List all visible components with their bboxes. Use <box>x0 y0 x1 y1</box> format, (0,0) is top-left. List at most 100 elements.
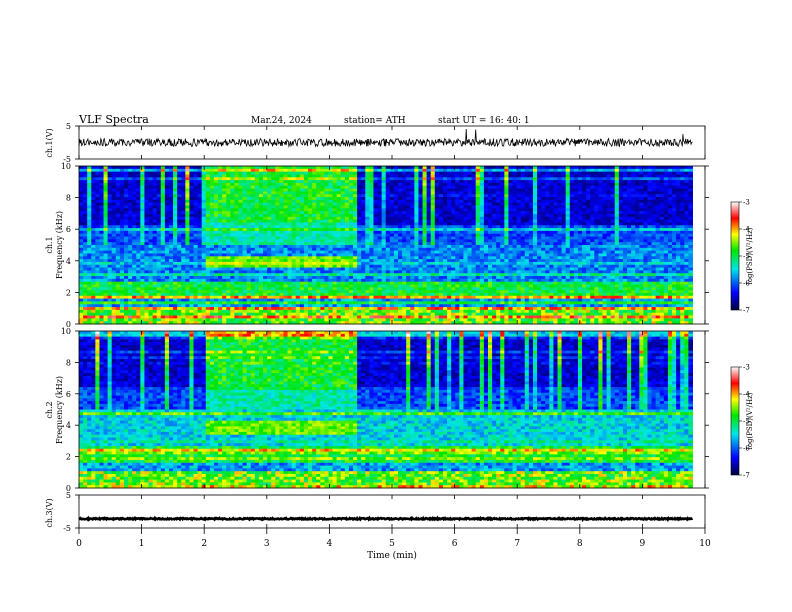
spec1-cell <box>344 253 350 257</box>
spec1-cell <box>430 199 436 204</box>
spec1-cell <box>168 301 174 305</box>
spec1-cell <box>79 290 84 294</box>
spec1-cell <box>209 233 215 238</box>
spec1-cell <box>283 292 289 297</box>
spec1-cell <box>291 230 297 235</box>
spec1-cell <box>303 168 309 173</box>
spec1-cell <box>136 307 141 311</box>
spec1-cell <box>312 188 317 192</box>
spec1-cell <box>275 242 280 246</box>
spec1-cell <box>189 177 195 181</box>
spec1-cell <box>418 321 424 325</box>
spec1-cell <box>201 253 207 257</box>
spec1-cell <box>209 174 215 178</box>
spec1-cell <box>177 281 182 285</box>
spec1-cell <box>275 261 280 266</box>
spec1-cell <box>438 307 444 311</box>
spec1-cell <box>103 250 109 254</box>
spec1-cell <box>254 245 260 249</box>
spec1-cell <box>287 168 293 173</box>
spec1-cell <box>164 315 170 319</box>
spec1-cell <box>377 256 383 260</box>
spec1-cell <box>83 197 88 201</box>
spec1-cell <box>344 239 350 243</box>
spec1-cell <box>205 166 211 170</box>
spec1-cell <box>308 225 313 229</box>
spec1-cell <box>283 270 289 274</box>
spec1-cell <box>377 318 383 322</box>
spec1-cell <box>295 295 301 300</box>
spec1-cell <box>234 242 239 246</box>
spec1-cell <box>344 281 350 285</box>
spec1-cell <box>344 213 350 218</box>
spec1-cell <box>148 191 154 195</box>
spec1-cell <box>258 242 264 246</box>
spec1-cell <box>410 292 415 297</box>
spec1-cell <box>398 194 403 198</box>
spec1-cell <box>242 315 248 319</box>
spec1-cell <box>140 168 145 173</box>
spec1-cell <box>83 318 88 322</box>
spec1-cell <box>238 211 244 215</box>
spec1-cell <box>287 171 293 175</box>
spec1-cell <box>353 292 358 297</box>
spec1-cell <box>398 174 403 178</box>
spec1-cell <box>336 245 342 249</box>
spec1-cell <box>373 267 379 271</box>
spec1-cell <box>438 199 444 204</box>
spec1-cell <box>275 259 280 263</box>
spec1-cell <box>234 321 239 325</box>
spec1-cell <box>438 174 444 178</box>
spec1-cell <box>242 309 248 314</box>
spec1-cell <box>438 287 444 291</box>
spec1-cell <box>132 177 137 181</box>
spec1-cell <box>279 171 284 175</box>
spec1-cell <box>185 287 190 291</box>
spec1-cell <box>258 256 264 260</box>
spec1-cell <box>222 205 227 209</box>
spec1-cell <box>438 284 444 288</box>
spec1-cell <box>189 174 195 178</box>
spec1-cell <box>402 318 407 322</box>
spec1-cell <box>381 298 387 302</box>
spec1-cell <box>140 247 145 252</box>
spec1-cell <box>332 225 338 229</box>
spec1-cell <box>222 194 227 198</box>
spec1-cell <box>381 219 387 223</box>
spec1-cell <box>385 261 391 266</box>
spec1-cell <box>209 245 215 249</box>
spec1-cell <box>406 228 411 232</box>
spec1-cell <box>389 188 395 192</box>
spec1-cell <box>238 233 244 238</box>
spec1-cell <box>438 208 444 212</box>
spec1-cell <box>320 225 325 229</box>
spec1-cell <box>291 180 297 184</box>
spec1-cell <box>144 250 150 254</box>
spec1-cell <box>402 197 407 201</box>
spec1-cell <box>152 318 158 322</box>
spec1-cell <box>201 295 207 300</box>
spec1-cell <box>222 250 227 254</box>
spec1-cell <box>164 166 170 170</box>
spec1-cell <box>144 276 150 280</box>
spec1-cell <box>234 174 239 178</box>
spec1-cell <box>303 256 309 260</box>
spec1-cell <box>111 307 117 311</box>
spec1-cell <box>426 180 432 184</box>
spec1-cell <box>381 202 387 206</box>
spec1-cell <box>308 256 313 260</box>
spec1-cell <box>152 312 158 317</box>
spec1-cell <box>324 202 329 206</box>
spec1-cell <box>365 253 370 257</box>
spec1-cell <box>308 205 313 209</box>
spec1-cell <box>377 270 383 274</box>
spec1-cell <box>83 177 88 181</box>
spec1-cell <box>148 318 154 322</box>
spec1-cell <box>189 321 195 325</box>
spec1-cell <box>357 233 362 238</box>
spec1-cell <box>430 180 436 184</box>
spec1-cell <box>119 180 125 184</box>
spec1-cell <box>320 194 325 198</box>
spec1-cell <box>136 182 141 187</box>
spec1-cell <box>312 185 317 190</box>
